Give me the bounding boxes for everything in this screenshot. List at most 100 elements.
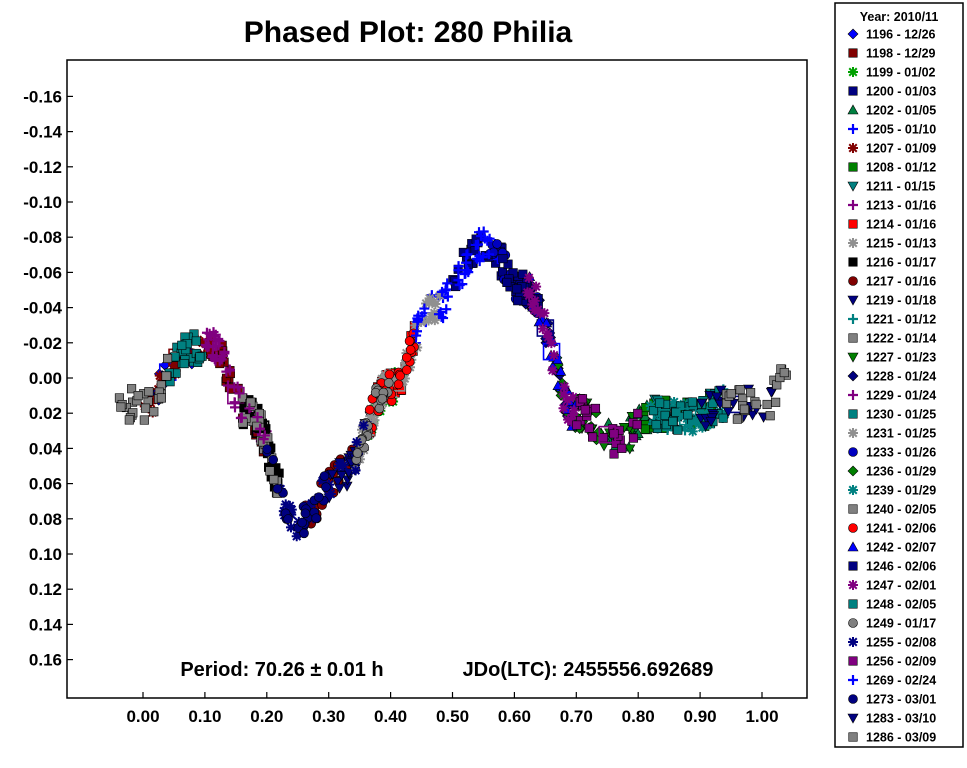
series-1256 [572, 394, 643, 459]
legend-marker [848, 675, 858, 685]
legend-label: 1256 - 02/09 [866, 655, 936, 669]
data-point [522, 287, 533, 298]
legend-label: 1217 - 01/16 [866, 275, 936, 289]
average-marker [598, 425, 617, 444]
y-tick-label: 0.00 [29, 369, 62, 388]
data-point [219, 346, 230, 357]
legend-entry: 1228 - 01/24 [847, 370, 936, 384]
data-point [657, 404, 668, 415]
data-point [401, 365, 412, 375]
series-1286 [721, 364, 791, 424]
legend-marker [848, 276, 858, 286]
data-point [374, 403, 385, 414]
data-point [285, 522, 296, 533]
data-point [384, 369, 395, 380]
data-point [371, 398, 382, 409]
data-point [498, 254, 508, 264]
legend-label: 1219 - 01/18 [866, 294, 936, 308]
data-point [558, 403, 569, 414]
data-point [419, 303, 430, 314]
legend-label: 1202 - 01/05 [866, 104, 936, 118]
data-point [246, 397, 256, 407]
data-point [609, 429, 619, 439]
y-tick-label: 0.04 [29, 439, 63, 458]
legend-entry: 1219 - 01/18 [847, 294, 936, 308]
data-point [558, 389, 569, 400]
data-point [280, 499, 291, 510]
data-point [609, 449, 619, 459]
data-point [197, 337, 208, 348]
y-tick-label: 0.10 [29, 545, 62, 564]
data-point [357, 424, 368, 435]
data-point [325, 489, 336, 500]
data-point [648, 406, 659, 416]
data-point [765, 387, 777, 398]
data-point [567, 392, 578, 403]
y-tick-label: 0.12 [29, 580, 62, 599]
data-point [527, 299, 538, 310]
data-point [441, 304, 452, 315]
data-point [268, 454, 278, 465]
data-point [229, 382, 240, 393]
legend-marker [847, 295, 859, 306]
data-point [262, 444, 272, 454]
legend-label: 1269 - 02/24 [866, 674, 936, 688]
legend-marker [847, 352, 859, 363]
data-point [297, 517, 307, 528]
legend-entry: 1269 - 02/24 [848, 674, 936, 688]
legend-entry: 1233 - 01/26 [848, 446, 936, 460]
x-axis: 0.00 0.10 0.20 0.30 0.40 0.50 0.60 0.70 0.80 0.90… [126, 692, 779, 726]
data-point [543, 332, 554, 343]
average-marker [678, 407, 697, 426]
data-point [149, 407, 159, 417]
data-point [537, 323, 548, 334]
data-point [675, 401, 686, 411]
data-point [269, 475, 279, 485]
data-point [548, 350, 559, 361]
legend-marker [848, 580, 858, 590]
data-point [207, 352, 218, 363]
data-point [732, 414, 742, 424]
legend-entry: 1249 - 01/17 [848, 617, 936, 631]
legend-label: 1199 - 01/02 [866, 66, 936, 80]
legend-entry: 1215 - 01/13 [848, 237, 936, 251]
data-point [765, 411, 775, 421]
legend-marker [848, 656, 858, 666]
data-point [252, 412, 263, 423]
data-point [531, 281, 542, 292]
data-point [523, 272, 534, 283]
data-point [423, 315, 434, 326]
data-point [319, 471, 330, 481]
legend-marker [848, 143, 858, 153]
legend-items: 1196 - 12/26 1198 - 12/29 1199 - 01/02 1200… [847, 28, 936, 745]
data-point [124, 415, 134, 425]
data-point [338, 460, 349, 471]
legend-label: 1216 - 01/17 [866, 256, 936, 270]
legend-label: 1247 - 02/01 [866, 579, 936, 593]
series-1273 [262, 444, 331, 539]
data-point [747, 410, 759, 421]
y-tick-label: -0.12 [23, 158, 62, 177]
data-point [314, 492, 324, 502]
data-point [687, 397, 697, 407]
legend-label: 1208 - 01/12 [866, 161, 936, 175]
legend-label: 1286 - 03/09 [866, 731, 936, 745]
data-point [205, 345, 216, 356]
legend-label: 1198 - 12/29 [866, 47, 936, 61]
legend-marker [848, 428, 858, 438]
legend-entry: 1286 - 03/09 [848, 731, 936, 745]
data-point [566, 416, 577, 427]
data-point [645, 401, 656, 412]
data-point [454, 280, 465, 291]
legend-marker [848, 618, 858, 628]
legend-entry: 1240 - 02/05 [848, 503, 936, 517]
legend-entry: 1283 - 03/10 [847, 712, 936, 726]
legend-marker [848, 561, 858, 571]
data-point [369, 415, 380, 426]
plot-area-frame [66, 59, 808, 699]
data-point [429, 315, 440, 326]
data-point [534, 308, 545, 319]
data-point [462, 265, 473, 276]
x-tick-label: 0.10 [188, 707, 221, 726]
data-point [283, 514, 293, 524]
